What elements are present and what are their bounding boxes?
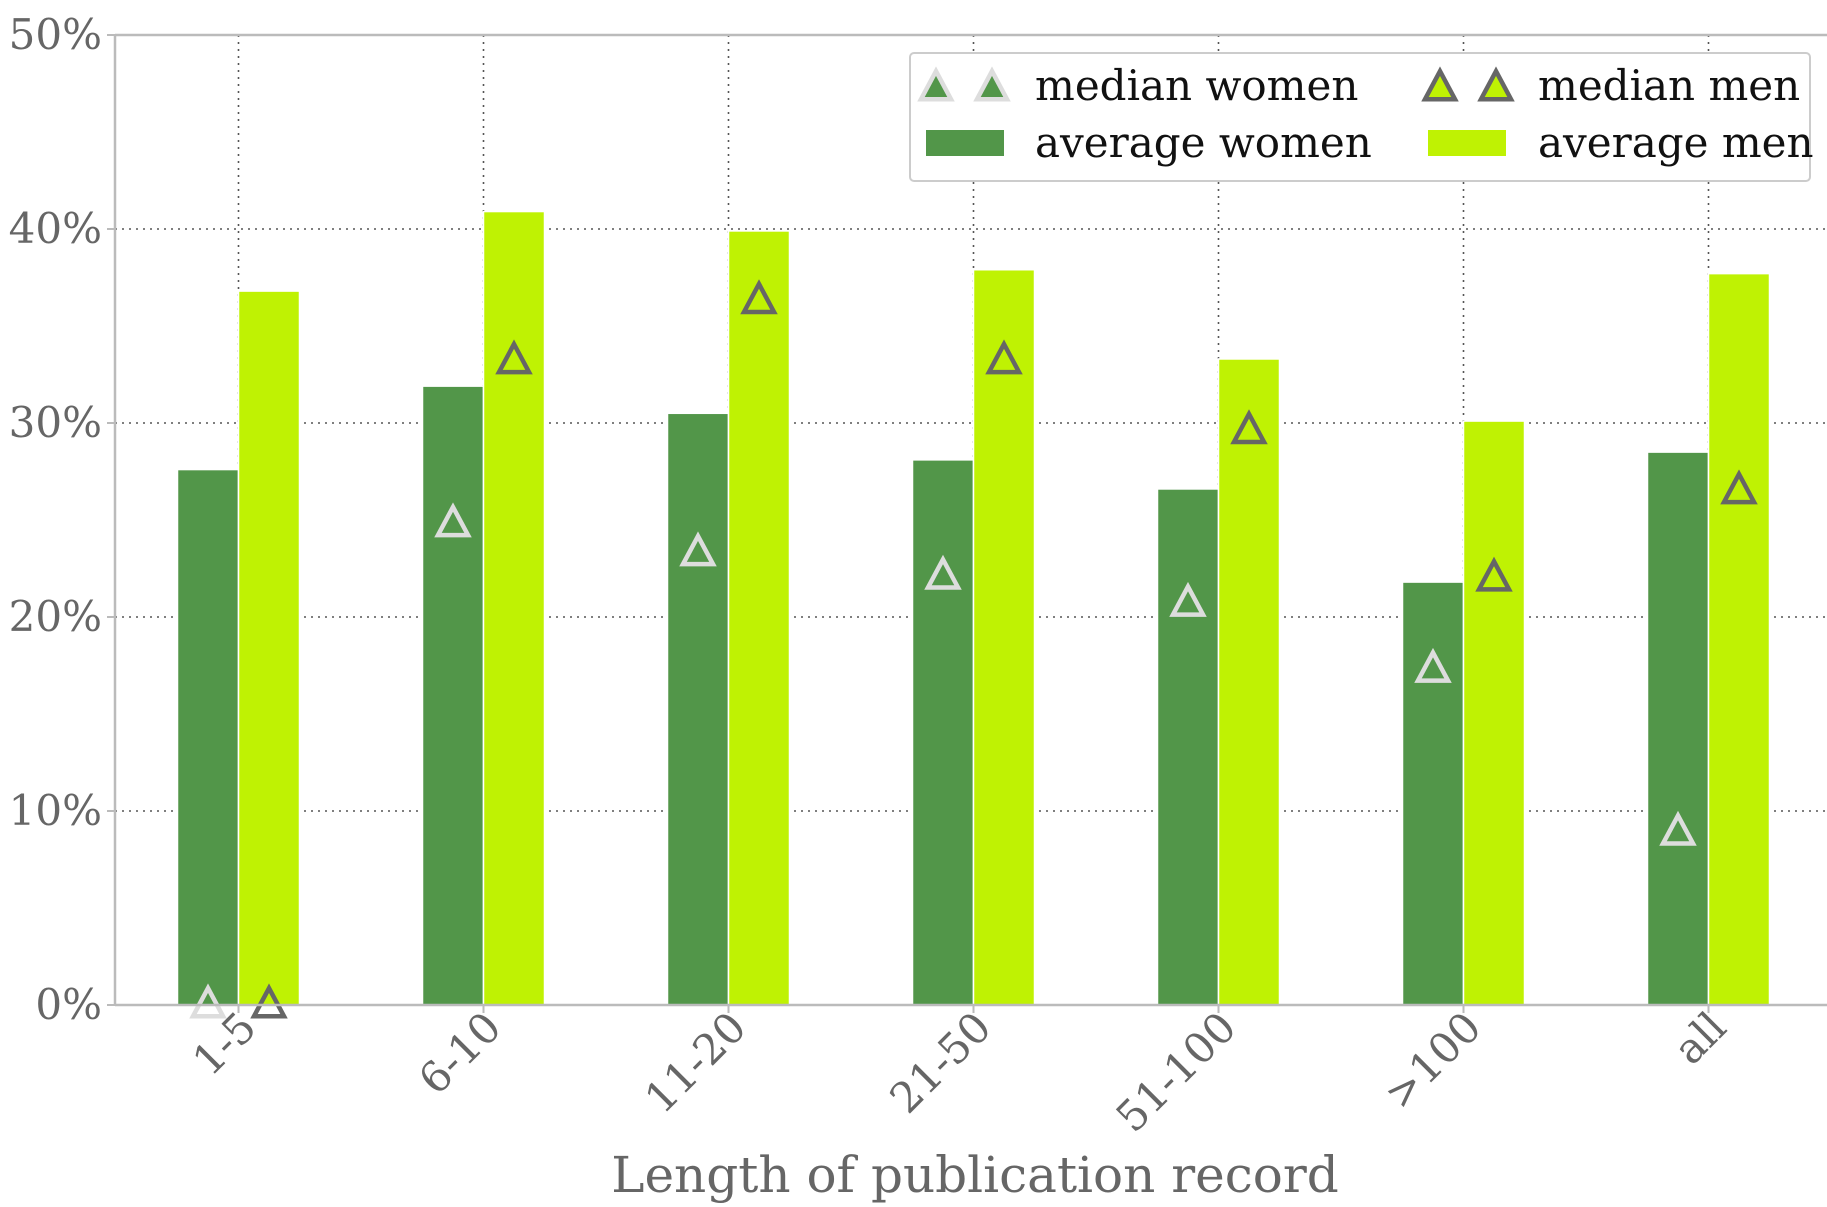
median-men-marker bbox=[985, 339, 1023, 375]
bar-average-women bbox=[1401, 581, 1465, 1006]
bar-average-women bbox=[421, 385, 485, 1006]
legend-label-median-women: median women bbox=[1035, 61, 1358, 110]
bar-average-men bbox=[1462, 420, 1526, 1006]
median-women-marker bbox=[679, 531, 717, 567]
legend-median-women-icon bbox=[973, 66, 1011, 102]
median-women-marker bbox=[1414, 647, 1452, 683]
median-men-marker bbox=[1720, 469, 1758, 505]
y-tick-label: 10% bbox=[9, 786, 102, 835]
median-women-marker bbox=[1659, 810, 1697, 846]
bar-average-women bbox=[1646, 451, 1710, 1006]
median-men-marker bbox=[495, 339, 533, 375]
median-men-marker bbox=[250, 983, 288, 1019]
bar-average-men bbox=[727, 230, 791, 1006]
legend-label-median-men: median men bbox=[1538, 61, 1800, 110]
y-tick-label: 30% bbox=[9, 398, 102, 447]
bar-average-women bbox=[176, 468, 240, 1006]
y-tick-label: 40% bbox=[9, 204, 102, 253]
median-women-marker bbox=[924, 554, 962, 590]
bar-average-women bbox=[666, 412, 730, 1006]
x-axis-title: Length of publication record bbox=[611, 1146, 1339, 1204]
y-tick-label: 20% bbox=[9, 592, 102, 641]
legend-average-women-swatch bbox=[926, 130, 1004, 156]
legend-median-men-icon bbox=[1421, 66, 1459, 102]
bar-average-men bbox=[972, 268, 1036, 1006]
y-tick-label: 50% bbox=[9, 10, 102, 59]
legend-box bbox=[909, 52, 1811, 182]
median-women-marker bbox=[1169, 581, 1207, 617]
legend-label-average-women: average women bbox=[1035, 118, 1372, 167]
axes bbox=[107, 33, 1827, 1013]
bar-average-men bbox=[1707, 272, 1771, 1006]
median-men-marker bbox=[740, 279, 778, 315]
legend-median-men-icon bbox=[1477, 66, 1515, 102]
median-women-marker bbox=[434, 502, 472, 538]
bar-average-men bbox=[1217, 358, 1281, 1006]
bar-average-women bbox=[1156, 488, 1220, 1006]
legend-label-average-men: average men bbox=[1538, 118, 1814, 167]
legend-median-women-icon bbox=[917, 66, 955, 102]
y-tick-label: 0% bbox=[35, 980, 102, 1029]
bar-average-men bbox=[237, 290, 301, 1006]
legend: median women median men average women avera… bbox=[909, 52, 1814, 182]
median-women-marker bbox=[189, 983, 227, 1019]
median-markers bbox=[189, 279, 1758, 1019]
bar-average-women bbox=[911, 459, 975, 1006]
bar-average-men bbox=[482, 210, 546, 1006]
bars bbox=[176, 210, 1771, 1006]
median-men-marker bbox=[1230, 409, 1268, 445]
legend-average-men-swatch bbox=[1428, 130, 1506, 156]
median-men-marker bbox=[1475, 556, 1513, 592]
